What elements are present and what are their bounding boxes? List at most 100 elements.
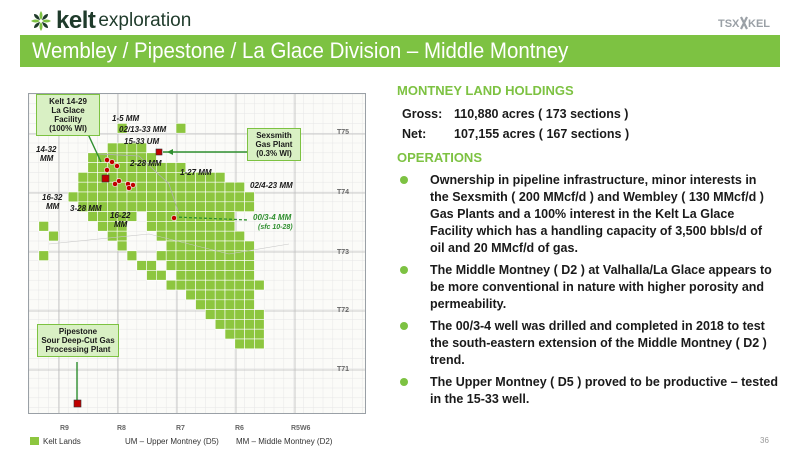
kelt-land-parcel bbox=[185, 230, 196, 242]
gross-label: Gross: bbox=[402, 107, 443, 121]
pipestone-line-1: Pipestone bbox=[58, 327, 98, 336]
kelt-land-parcel bbox=[234, 240, 245, 252]
operations-bullet-4: The Upper Montney ( D5 ) proved to be pr… bbox=[400, 374, 778, 408]
kelt-land-parcel bbox=[224, 260, 236, 271]
kelt-land-parcel bbox=[224, 279, 236, 291]
bullet-dot bbox=[400, 378, 408, 386]
kelt-land-parcel bbox=[195, 260, 206, 271]
sexsmith-callout: Sexsmith Gas Plant (0.3% WI) bbox=[247, 128, 301, 161]
kelt-land-parcel bbox=[175, 279, 187, 291]
kelt-land-parcel bbox=[87, 162, 98, 173]
kelt-land-parcel bbox=[165, 162, 177, 173]
kelt-land-parcel bbox=[214, 289, 226, 301]
kelt-land-parcel bbox=[97, 221, 108, 232]
kelt-land-parcel bbox=[214, 309, 226, 320]
map-canvas bbox=[29, 94, 365, 413]
kelt-land-parcel bbox=[136, 191, 147, 203]
kelt-land-parcel bbox=[185, 240, 196, 252]
kelt-land-parcel bbox=[254, 338, 265, 350]
kelt-land-parcel bbox=[165, 250, 177, 261]
pipestone-line-2: Sour Deep-Cut Gas bbox=[41, 336, 115, 345]
kelt-land-parcel bbox=[254, 309, 265, 320]
kelt-land-parcel bbox=[244, 338, 255, 350]
kelt-land-parcel bbox=[126, 250, 138, 261]
well-3-4-arrow bbox=[173, 216, 250, 221]
kelt-land-parcel bbox=[214, 191, 226, 203]
kelt-land-parcel bbox=[205, 211, 216, 222]
pipestone-callout: Pipestone Sour Deep-Cut Gas Processing P… bbox=[37, 324, 119, 357]
kelt-land-parcel bbox=[234, 230, 245, 242]
kelt-land-parcel bbox=[224, 181, 236, 193]
kelt-land-parcel bbox=[205, 221, 216, 232]
kelt-land-parcel bbox=[175, 270, 187, 281]
kelt-land-parcel bbox=[234, 260, 245, 271]
kelt-land-parcel bbox=[234, 338, 245, 350]
kelt-land-parcel bbox=[205, 181, 216, 193]
well-label-16-32: 16-32 bbox=[42, 193, 63, 202]
well-label-3-28: 3-28 MM bbox=[70, 204, 102, 213]
kelt-land-parcel bbox=[205, 279, 216, 291]
pipestone-line-3: Processing Plant bbox=[45, 345, 111, 354]
bullet-dot bbox=[400, 266, 408, 274]
kelt-land-parcel bbox=[214, 250, 226, 261]
kelt-land-parcel bbox=[87, 152, 98, 163]
kelt-land-parcel bbox=[244, 319, 255, 330]
kelt-land-parcel bbox=[136, 181, 147, 193]
kelt-land-parcel bbox=[244, 250, 255, 261]
kelt-land-parcel bbox=[234, 319, 245, 330]
net-label: Net: bbox=[402, 127, 427, 141]
kelt-land-parcel bbox=[185, 270, 196, 281]
kelt-land-parcel bbox=[87, 181, 98, 193]
range-r6: R6 bbox=[235, 425, 244, 432]
laglace-callout: Kelt 14-29 La Glace Facility (100% WI) bbox=[36, 94, 100, 136]
well-label-14-32-unit: MM bbox=[40, 154, 54, 163]
kelt-land-parcel bbox=[224, 240, 236, 252]
operations-bullet-2: The Middle Montney ( D2 ) at Valhalla/La… bbox=[400, 262, 778, 313]
kelt-leaf-icon bbox=[31, 11, 51, 31]
kelt-land-parcel bbox=[224, 211, 236, 222]
kelt-land-parcel bbox=[214, 279, 226, 291]
kelt-land-parcel bbox=[214, 260, 226, 271]
kelt-land-parcel bbox=[146, 270, 157, 281]
bullet-dot bbox=[400, 322, 408, 330]
kelt-land-parcel bbox=[97, 211, 108, 222]
kelt-land-parcel bbox=[175, 250, 187, 261]
gross-value: 110,880 acres ( 173 sections ) bbox=[454, 107, 629, 121]
kelt-land-parcel bbox=[205, 201, 216, 212]
bullet-text-2: The Middle Montney ( D2 ) at Valhalla/La… bbox=[430, 263, 772, 311]
kelt-land-parcel bbox=[146, 221, 157, 232]
kelt-land-parcel bbox=[214, 319, 226, 330]
kelt-land-parcel bbox=[185, 279, 196, 291]
kelt-land-parcel bbox=[234, 181, 245, 193]
kelt-land-parcel bbox=[244, 191, 255, 203]
operations-heading: OPERATIONS bbox=[397, 150, 482, 165]
kelt-land-parcel bbox=[185, 221, 196, 232]
kelt-land-parcel bbox=[146, 201, 157, 212]
kelt-land-parcel bbox=[244, 240, 255, 252]
kelt-land-parcel bbox=[224, 270, 236, 281]
kelt-land-parcel bbox=[38, 250, 49, 261]
kelt-land-parcel bbox=[244, 328, 255, 340]
kelt-land-parcel bbox=[244, 299, 255, 310]
svg-text:KEL: KEL bbox=[748, 18, 770, 30]
kelt-land-parcel bbox=[97, 181, 108, 193]
bullet-dot bbox=[400, 176, 408, 184]
well-label-1-27: 1-27 MM bbox=[180, 168, 212, 177]
kelt-land-parcel bbox=[214, 181, 226, 193]
kelt-land-parcel bbox=[234, 191, 245, 203]
legend-kelt-lands: Kelt Lands bbox=[43, 436, 81, 446]
kelt-land-parcel bbox=[205, 260, 216, 271]
kelt-land-parcel bbox=[156, 201, 167, 212]
kelt-land-parcel bbox=[165, 279, 177, 291]
kelt-land-parcel bbox=[185, 201, 196, 212]
kelt-land-parcel bbox=[195, 270, 206, 281]
laglace-facility-marker bbox=[101, 174, 110, 183]
kelt-land-parcel bbox=[165, 260, 177, 271]
kelt-land-parcel bbox=[126, 211, 138, 222]
kelt-land-parcel bbox=[254, 319, 265, 330]
kelt-land-parcel bbox=[214, 211, 226, 222]
kelt-land-parcel bbox=[205, 309, 216, 320]
township-t74: T74 bbox=[337, 189, 350, 196]
laglace-line-1: Kelt 14-29 bbox=[49, 97, 87, 106]
kelt-land-parcel bbox=[87, 191, 98, 203]
